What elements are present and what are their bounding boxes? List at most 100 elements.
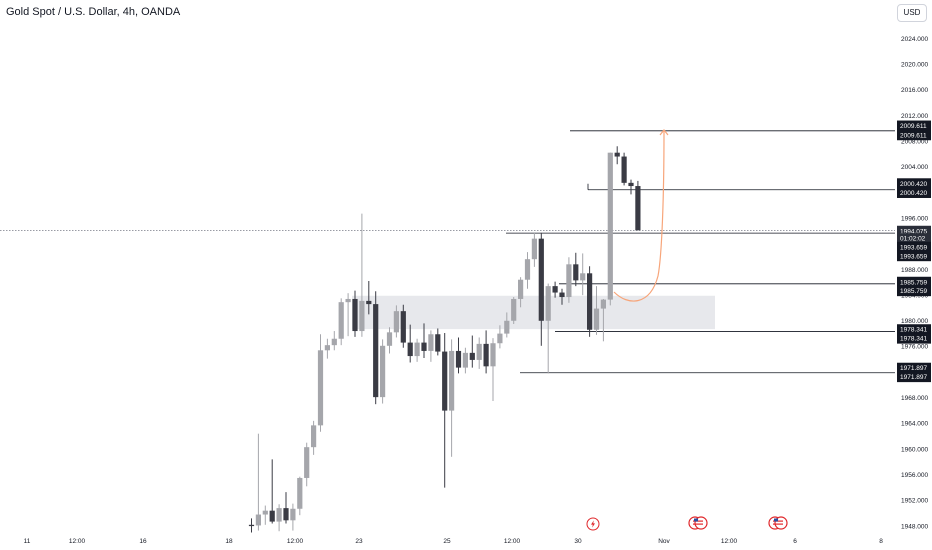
price-label-text: 2009.611 [900,123,927,130]
price-tick-label: 1996.000 [901,215,928,222]
candle-body [338,302,344,339]
time-tick-label: 12:00 [721,538,738,545]
candle-body [428,334,434,351]
price-label-box [897,324,931,335]
candle-body [469,352,475,360]
price-label-text: 1971.897 [900,374,927,381]
candle-body [462,352,468,368]
candle-body [442,351,448,411]
time-tick-label: 23 [355,538,363,545]
price-label-text: 1994.075 [900,228,927,235]
time-tick-label: 16 [139,538,147,545]
price-tick-label: 1968.000 [901,395,928,402]
candle-body [359,300,365,332]
candle-body [366,300,372,305]
candle-body [331,338,337,346]
demand-zone-layer [352,295,715,330]
price-label-box [897,371,931,383]
candle-body [559,292,565,298]
price-label-text: 2000.420 [900,181,927,188]
demand-zone [352,295,715,330]
candle-body [476,343,482,360]
projection-arrow-head [659,129,669,136]
candle-body [628,182,634,187]
price-label-text: 1978.341 [900,327,927,334]
time-tick-label: 30 [574,538,582,545]
time-tick-label: 12:00 [69,538,86,545]
time-tick-label: 25 [443,538,451,545]
candle-body [580,273,586,281]
projection-arrow [613,130,665,302]
candle-body [490,343,496,367]
price-label-box [897,187,931,198]
price-tick-label: 2016.000 [901,87,928,94]
price-tick-label: 1948.000 [901,523,928,530]
price-labels-layer: 2009.611 2009.611 2000.420 2000.420 1994.075… [897,120,931,383]
horizontal-levels-layer [506,130,895,374]
candle-body [407,342,413,357]
candle-body [324,345,330,351]
currency-button[interactable]: USD [897,4,927,22]
price-tick-label: 2012.000 [901,113,928,120]
us-flag-event-icon-2[interactable] [768,516,788,530]
price-label-text: 1993.659 [900,253,927,260]
candle-body [269,510,275,522]
candle-body [511,298,517,321]
candle-body [352,298,358,332]
price-label-text: 1993.659 [900,244,927,251]
candle-body [276,508,282,522]
candle-body [573,264,579,281]
candle-body [297,477,303,509]
price-label-text: 1971.897 [900,365,927,372]
candle-body [552,286,558,293]
price-label-box [897,362,931,374]
price-label-box [897,129,931,141]
price-label-box [897,276,931,288]
price-label-text: 1978.341 [900,336,927,343]
price-tick-label: 2008.000 [901,138,928,145]
candle-body [290,508,296,521]
candle-body [587,273,593,330]
time-axis[interactable]: 11 12:00 16 18 12:00 23 25 12:00 30 Nov 12:00 6 8 [24,538,884,545]
chart-title: Gold Spot / U.S. Dollar, 4h, OANDA [6,6,181,18]
price-label-text: 2009.611 [900,132,927,139]
price-tick-label: 1988.000 [901,267,928,274]
price-label-box [897,285,931,297]
candle-body [545,286,551,321]
candle-body [304,447,310,478]
candle-body [449,350,455,411]
candle-body [255,514,261,526]
price-tick-label: 2020.000 [901,61,928,68]
price-label-text: 01:02:02 [900,236,926,243]
candle-body [283,508,289,521]
price-label-box [897,250,931,262]
candle-body [600,299,606,309]
price-tick-label: 1960.000 [901,446,928,453]
price-label-box [897,120,931,131]
price-label-box [897,233,931,244]
candle-body [248,524,255,527]
time-tick-label: 12:00 [504,538,521,545]
candle-body [380,345,386,398]
candle-body [524,259,531,280]
price-label-box [897,225,931,237]
candle-body [262,510,268,515]
candle-body [531,238,537,260]
us-flag-event-icon[interactable] [688,516,708,530]
time-tick-label: 18 [225,538,233,545]
price-tick-label: 1964.000 [901,421,928,428]
candle-body [435,334,441,352]
candle-body [345,298,351,303]
candle-body [311,425,317,448]
time-tick-label: Nov [658,538,670,545]
time-tick-label: 6 [793,538,797,545]
candle-body [414,342,420,357]
lightning-icon[interactable] [586,517,600,531]
price-tick-label: 1956.000 [901,472,928,479]
time-tick-label: 11 [24,538,31,545]
candle-body [497,333,503,344]
time-tick-label: 12:00 [287,538,304,545]
candle-body [538,238,544,321]
candles-layer [248,146,641,533]
